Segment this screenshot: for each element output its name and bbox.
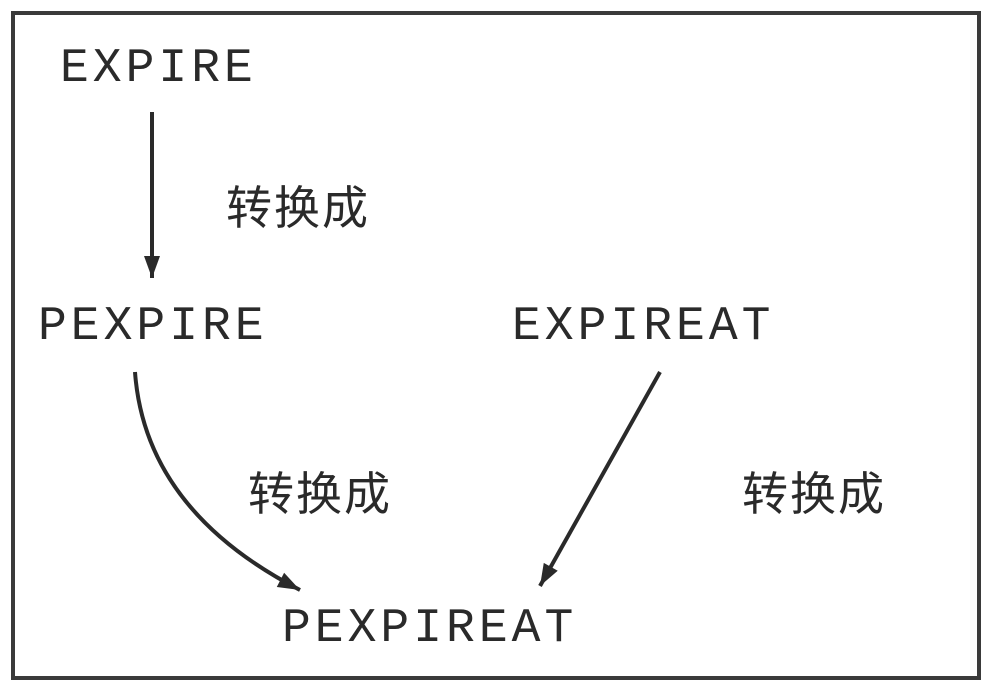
edge-label-expireat-pexpireat: 转换成 xyxy=(742,458,886,524)
edge-label-expire-pexpire: 转换成 xyxy=(226,172,370,238)
edge-label-pexpire-pexpireat: 转换成 xyxy=(248,458,392,524)
node-expireat: EXPIREAT xyxy=(512,300,774,354)
node-pexpire: PEXPIRE xyxy=(38,300,268,354)
node-pexpireat: PEXPIREAT xyxy=(282,602,577,656)
node-expire: EXPIRE xyxy=(60,42,257,96)
